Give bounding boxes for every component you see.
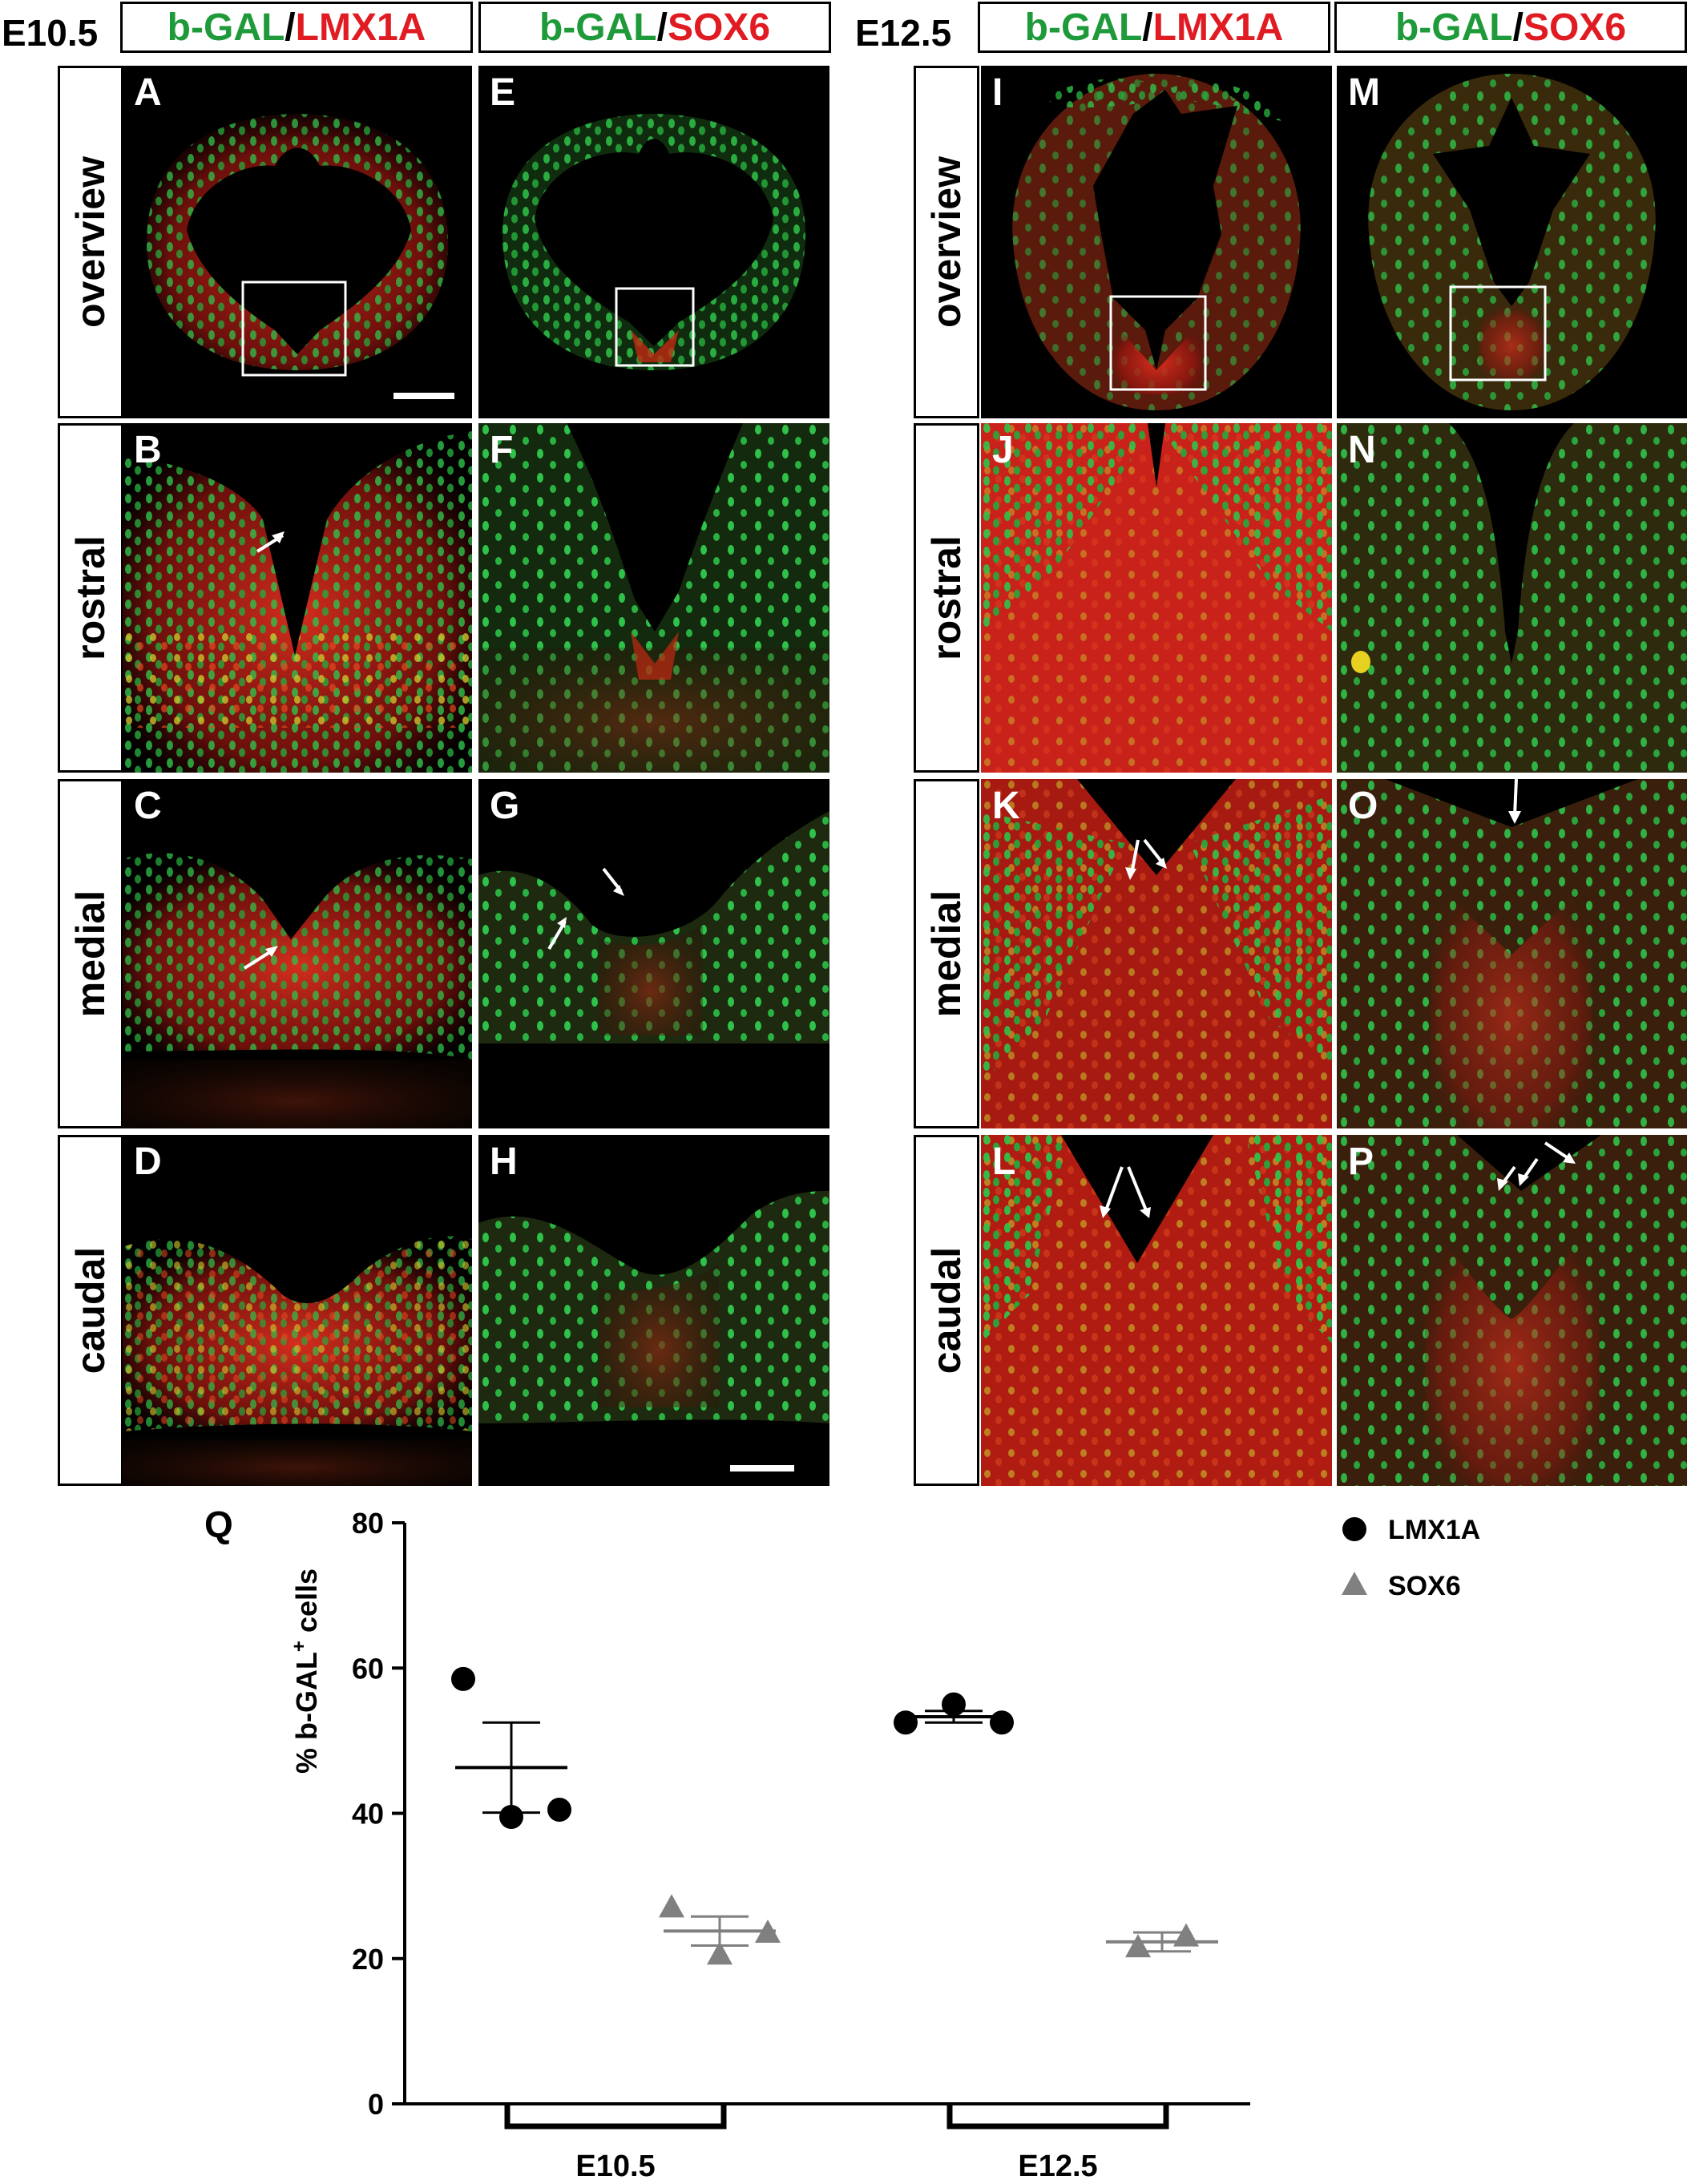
micrograph-panel-h: H [478, 1135, 829, 1486]
channel-separator: / [1512, 6, 1524, 49]
micrograph-panel-k: K [981, 779, 1332, 1128]
y-tick-label: 20 [352, 1943, 384, 1976]
micrograph-panel-b: B [123, 423, 472, 773]
row-label-rostral-right: rostral [914, 423, 979, 773]
micrograph-panel-g: G [478, 779, 829, 1128]
y-axis-label: % b-GAL+ cells [289, 1568, 323, 1774]
row-label-medial-right: medial [914, 779, 979, 1128]
row-label-rostral-left: rostral [58, 423, 123, 773]
channel-separator: / [656, 6, 668, 49]
x-category-bracket [946, 2104, 1169, 2130]
micrograph-panel-f: F [478, 423, 829, 773]
x-axis: E10.5 E12.5 [405, 2102, 1250, 2183]
micrograph-panel-e: E [478, 66, 829, 418]
x-category-bracket [504, 2104, 727, 2130]
channel-bgal: b-GAL [1394, 6, 1513, 49]
channel-separator: / [1142, 6, 1153, 49]
data-point-sox6 [659, 1894, 684, 1918]
channel-bgal: b-GAL [539, 6, 657, 49]
data-point-sox6 [707, 1941, 733, 1965]
row-label-caudal-right: caudal [914, 1135, 979, 1486]
channel-header-sox6-e10-5: b-GAL / SOX6 [478, 2, 831, 53]
channel-header-lmx1a-e10-5: b-GAL / LMX1A [120, 2, 473, 53]
channel-separator: / [285, 6, 296, 49]
channel-sox6: SOX6 [667, 6, 771, 49]
row-label-caudal-left: caudal [58, 1135, 123, 1486]
data-marks [451, 1666, 1218, 1965]
legend: LMX1A SOX6 [1342, 1515, 1480, 1601]
micrograph-panel-p: P [1337, 1135, 1687, 1486]
micrograph-panel-l: L [981, 1135, 1332, 1486]
data-point-lmx1a [990, 1710, 1014, 1735]
micrograph-panel-i: I [981, 66, 1332, 418]
channel-header-lmx1a-e12-5: b-GAL / LMX1A [978, 2, 1330, 53]
data-point-sox6 [1125, 1934, 1151, 1958]
micrograph-panel-m: M [1337, 66, 1687, 418]
micrograph-panel-j: J [981, 423, 1332, 773]
channel-lmx1a: LMX1A [1152, 6, 1284, 49]
row-label-overview-right: overview [914, 66, 979, 418]
data-point-lmx1a [451, 1666, 475, 1691]
channel-lmx1a: LMX1A [295, 6, 426, 49]
micrograph-panel-c: C [123, 779, 472, 1128]
chart-panel-label: Q [204, 1504, 233, 1545]
y-axis-title: % b-GAL+ cells [289, 1568, 323, 1774]
stage-label-e12-5: E12.5 [855, 12, 952, 54]
y-tick-label: 0 [368, 2088, 384, 2121]
micrograph-panel-d: D [123, 1135, 472, 1486]
legend-label-lmx1a: LMX1A [1388, 1515, 1480, 1545]
channel-sox6: SOX6 [1523, 6, 1627, 49]
data-point-lmx1a [547, 1797, 571, 1822]
micrograph-panel-o: O [1337, 779, 1687, 1128]
legend-label-sox6: SOX6 [1388, 1571, 1461, 1601]
legend-marker-lmx1a [1342, 1517, 1366, 1541]
data-point-lmx1a [894, 1710, 918, 1735]
legend-marker-sox6 [1342, 1572, 1367, 1595]
y-axis: 0 20 40 60 80 [352, 1507, 406, 2121]
y-tick-label: 40 [352, 1798, 384, 1831]
data-point-lmx1a [499, 1805, 523, 1830]
stage-label-e10-5: E10.5 [2, 12, 99, 54]
channel-bgal: b-GAL [167, 6, 285, 49]
row-label-overview-left: overview [58, 66, 123, 418]
x-tick-label: E12.5 [1018, 2150, 1097, 2183]
micrograph-panel-n: N [1337, 423, 1687, 773]
y-tick-label: 60 [352, 1652, 384, 1685]
channel-bgal: b-GAL [1024, 6, 1143, 49]
x-tick-label: E10.5 [575, 2150, 655, 2183]
row-label-medial-left: medial [58, 779, 123, 1128]
micrograph-panel-a: A [123, 66, 472, 418]
channel-header-sox6-e12-5: b-GAL / SOX6 [1334, 2, 1687, 53]
y-tick-label: 80 [352, 1507, 384, 1540]
